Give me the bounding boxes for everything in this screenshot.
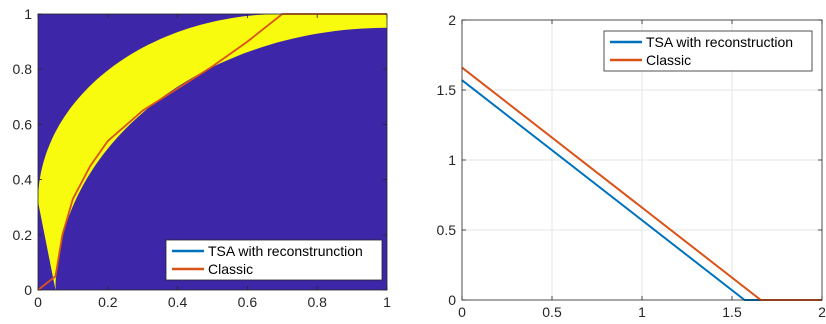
legend: TSA with reconstrunction Classic — [165, 239, 383, 281]
legend: TSA with reconstruction Classic — [603, 30, 813, 72]
y-tick-label: 0.8 — [13, 61, 33, 77]
x-tick-label: 0.2 — [98, 294, 118, 310]
legend-label-1: TSA with reconstrunction — [208, 243, 363, 259]
y-tick-label: 0.6 — [13, 116, 33, 132]
y-tick-label: 0 — [448, 292, 456, 308]
x-tick-label: 1 — [383, 294, 391, 310]
y-tick-label: 1 — [24, 6, 32, 22]
legend-label-2: Classic — [646, 52, 691, 68]
feasible-region — [38, 14, 387, 290]
y-tick-label: 2 — [448, 12, 456, 28]
y-tick-label: 1 — [448, 152, 456, 168]
y-tick-label: 0.2 — [13, 227, 33, 243]
x-tick-label: 0.5 — [542, 304, 562, 320]
y-tick-label: 1.5 — [437, 82, 457, 98]
y-tick-label: 0 — [24, 282, 32, 298]
x-tick-label: 1 — [638, 304, 646, 320]
axes-frame — [37, 13, 388, 291]
x-tick-label: 0.4 — [168, 294, 188, 310]
right-chart: 0 0.5 1 1.5 2 0 0.5 1 1.5 2 TSA with reconstructio… — [437, 12, 826, 320]
x-tick-label: 0 — [34, 294, 42, 310]
y-tick-label: 0.4 — [13, 172, 33, 188]
series-line-2 — [37, 13, 387, 291]
legend-label-1: TSA with reconstruction — [646, 34, 793, 50]
x-tick-label: 0.8 — [307, 294, 327, 310]
x-tick-label: 0 — [458, 304, 466, 320]
legend-box — [165, 239, 383, 281]
x-tick-label: 0.6 — [238, 294, 258, 310]
legend-label-2: Classic — [208, 261, 253, 277]
x-tick-label: 2 — [818, 304, 826, 320]
y-tick-label: 0.5 — [437, 222, 457, 238]
x-tick-label: 1.5 — [722, 304, 742, 320]
legend-box — [603, 30, 813, 72]
